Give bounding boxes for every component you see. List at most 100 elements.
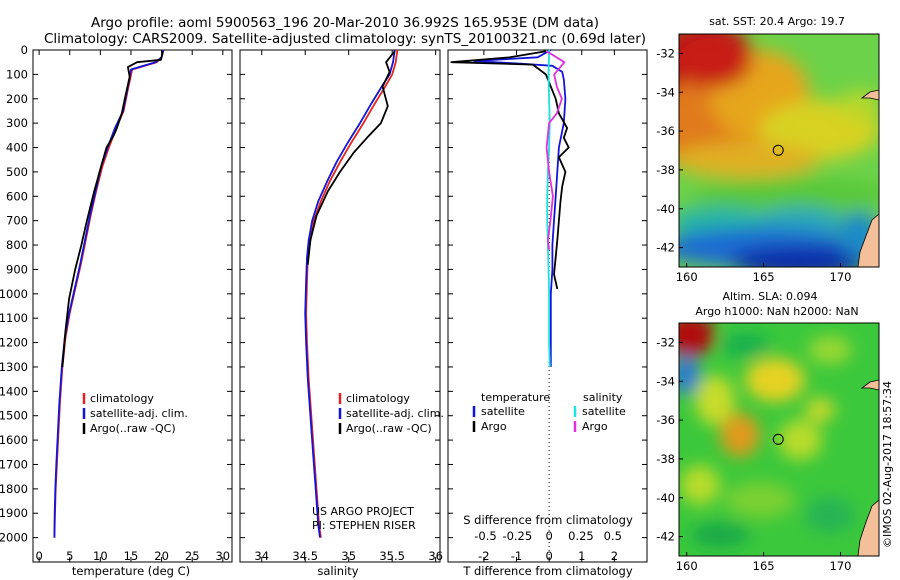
legend-climatology: climatology [90,392,154,405]
y-tick-label: 800 [6,238,28,252]
legend-satellite: satellite-adj. clim. [346,407,444,420]
legend-temperature-title: temperature [481,391,550,404]
x-tick-label: 0 [35,549,42,563]
series-temperature-argo [450,50,570,290]
difference-lines [450,49,570,368]
y-tick-label: 1600 [0,433,28,447]
sla-map-subtitle: Argo h1000: NaN h2000: NaN [695,305,858,318]
map-x-tick-label: 165 [753,270,775,284]
temperature-ticks: 0 5 10 15 20 25 300100200300400500600700800900… [0,43,232,563]
x-tick-label-s: 0.25 [568,529,594,543]
y-tick-label: 700 [6,214,28,228]
sst-map-ticks: 160 165 170 -32 -34 -36 -38 -40 -42 [656,46,851,284]
map-x-tick-label: 160 [676,559,698,573]
y-tick-label: 1900 [0,506,28,520]
salinity-lines [304,49,399,538]
x-tick-label: 35 [341,549,356,563]
salinity-ticks: 34 34.5 35 35.5 36 [240,49,443,563]
sla-argo-location-marker [772,433,784,445]
x-tick-label: 5 [66,549,73,563]
x-tick-label-s: -0.5 [474,529,496,543]
sla-heatmap [679,323,879,556]
map-y-tick-label: -38 [656,163,675,177]
y-tick-label: 1100 [0,311,28,325]
y-tick-label: 400 [6,141,28,155]
y-tick-label: 1200 [0,336,28,350]
map-x-tick-label: 165 [753,559,775,573]
temperature-legend: climatology satellite-adj. clim. Argo(..… [82,392,188,435]
y-tick-label: 200 [6,92,28,106]
difference-xlabel-top: S difference from climatology [463,513,633,527]
y-tick-label: 500 [6,165,28,179]
map-x-tick-label: 160 [676,270,698,284]
y-tick-label: 2000 [0,531,28,545]
series-temperature-satellite [473,49,567,367]
map-y-tick-label: -32 [656,46,675,60]
x-tick-label: 2 [611,549,618,563]
timestamp-stamp: ©IMOS 02-Aug-2017 18:57:34 [881,381,894,548]
map-y-tick-label: -42 [656,241,675,255]
x-tick-label: -2 [478,549,489,563]
x-tick-label: 36 [428,549,443,563]
map-y-tick-label: -36 [656,413,675,427]
difference-xlabel: T difference from climatology [462,564,633,578]
y-tick-label: 1400 [0,384,28,398]
x-tick-label-s: -0.25 [502,529,532,543]
legend-salinity-title: salinity [583,391,623,404]
series-argo-raw-qc- [61,51,164,368]
y-tick-label: 600 [6,189,28,203]
map-y-tick-label: -32 [656,335,675,349]
y-tick-label: 900 [6,262,28,276]
legend-s-satellite: satellite [582,405,626,418]
series-satellite-adj-clim- [304,49,396,538]
series-argo-raw-qc- [306,50,396,265]
x-tick-label: 0 [545,549,552,563]
salinity-xlabel: salinity [317,564,358,578]
sla-map-ticks: 160 165 170 -32 -34 -36 -38 -40 -42 [656,335,851,573]
sst-heatmap [679,34,879,267]
x-tick-label: 25 [185,549,200,563]
x-tick-label: 34 [254,549,269,563]
x-tick-label: 10 [93,549,108,563]
series-salinity-argo [545,50,566,251]
y-tick-label: 300 [6,116,28,130]
series-salinity-satellite [546,49,551,368]
sst-map-title: sat. SST: 20.4 Argo: 19.7 [709,15,845,28]
difference-legend: temperature salinity satellite Argo sate… [472,391,626,433]
project-annotation: US ARGO PROJECT [312,505,414,518]
y-tick-label: 1000 [0,287,28,301]
legend-t-satellite: satellite [481,405,525,418]
x-tick-label-s: 0 [545,529,552,543]
map-x-tick-label: 170 [830,270,852,284]
legend-climatology: climatology [346,392,410,405]
legend-s-argo: Argo [582,420,608,433]
x-tick-label-s: 0.5 [604,529,622,543]
map-x-tick-label: 170 [830,559,852,573]
legend-argo: Argo(..raw -QC) [90,422,176,435]
title-line-1: Argo profile: aoml 5900563_196 20-Mar-20… [91,15,599,31]
salinity-legend: climatology satellite-adj. clim. Argo(..… [338,392,444,435]
sla-map-frame [678,322,880,557]
sst-map-frame [678,33,880,268]
map-y-tick-label: -34 [656,85,675,99]
y-tick-label: 1500 [0,409,28,423]
x-tick-label: 15 [124,549,139,563]
series-climatology [305,49,399,538]
map-y-tick-label: -36 [656,124,675,138]
sla-map-title: Altim. SLA: 0.094 [722,290,817,303]
map-y-tick-label: -40 [656,491,675,505]
difference-axes [447,49,648,563]
y-tick-label: 1300 [0,360,28,374]
title-line-2: Climatology: CARS2009. Satellite-adjuste… [44,31,646,47]
temperature-axes [32,49,233,563]
map-y-tick-label: -42 [656,530,675,544]
x-tick-label: 20 [154,549,169,563]
legend-satellite: satellite-adj. clim. [90,407,188,420]
pi-annotation: PI: STEPHEN RISER [312,519,416,532]
y-tick-label: 1700 [0,457,28,471]
legend-argo: Argo(..raw -QC) [346,422,432,435]
x-tick-label: 30 [215,549,230,563]
legend-t-argo: Argo [481,420,507,433]
y-tick-label: 100 [6,67,28,81]
